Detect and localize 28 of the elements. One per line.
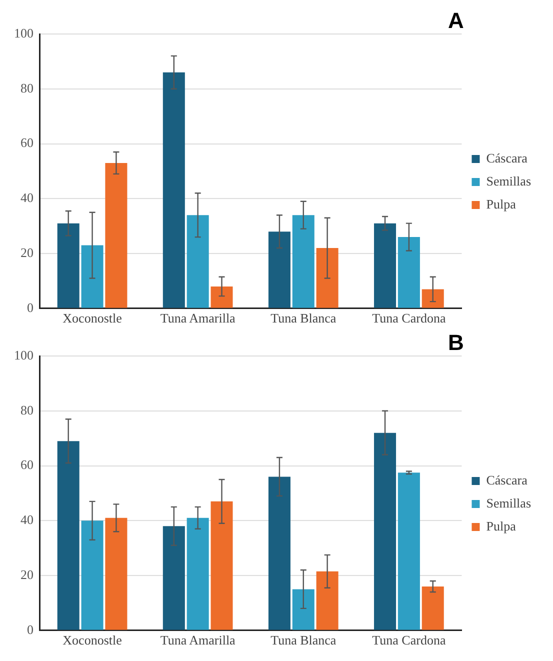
y-tick-label: 0 <box>27 300 34 315</box>
y-tick-label: 80 <box>20 402 34 418</box>
x-tick-label: Tuna Amarilla <box>160 310 236 326</box>
y-tick-label: 20 <box>20 244 34 260</box>
y-tick-label: 80 <box>20 80 34 96</box>
chart-title: A <box>448 8 464 34</box>
legend-label: Pulpa <box>486 196 516 212</box>
y-tick-label: 40 <box>20 190 34 206</box>
x-tick-label: Tuna Blanca <box>270 632 336 648</box>
chart-title: B <box>448 330 464 356</box>
x-tick-label: Tuna Amarilla <box>160 632 236 648</box>
x-tick-label: Tuna Cardona <box>372 310 446 326</box>
x-tick-label: Tuna Cardona <box>372 632 446 648</box>
y-tick-label: 100 <box>14 347 34 362</box>
legend-label: Semillas <box>486 173 532 188</box>
y-tick-label: 0 <box>27 622 34 637</box>
y-tick-label: 60 <box>20 135 34 150</box>
x-tick-label: Tuna Blanca <box>270 310 336 326</box>
legend-label: Semillas <box>486 495 532 510</box>
legend-label: Cáscara <box>486 150 528 166</box>
x-tick-label: Xoconostle <box>62 632 122 648</box>
x-tick-label: Xoconostle <box>62 310 122 326</box>
y-tick-label: 20 <box>20 566 34 582</box>
legend-label: Pulpa <box>486 518 516 534</box>
y-tick-label: 40 <box>20 512 34 528</box>
y-tick-label: 100 <box>14 25 34 40</box>
y-tick-label: 60 <box>20 457 34 472</box>
legend-label: Cáscara <box>486 472 528 488</box>
